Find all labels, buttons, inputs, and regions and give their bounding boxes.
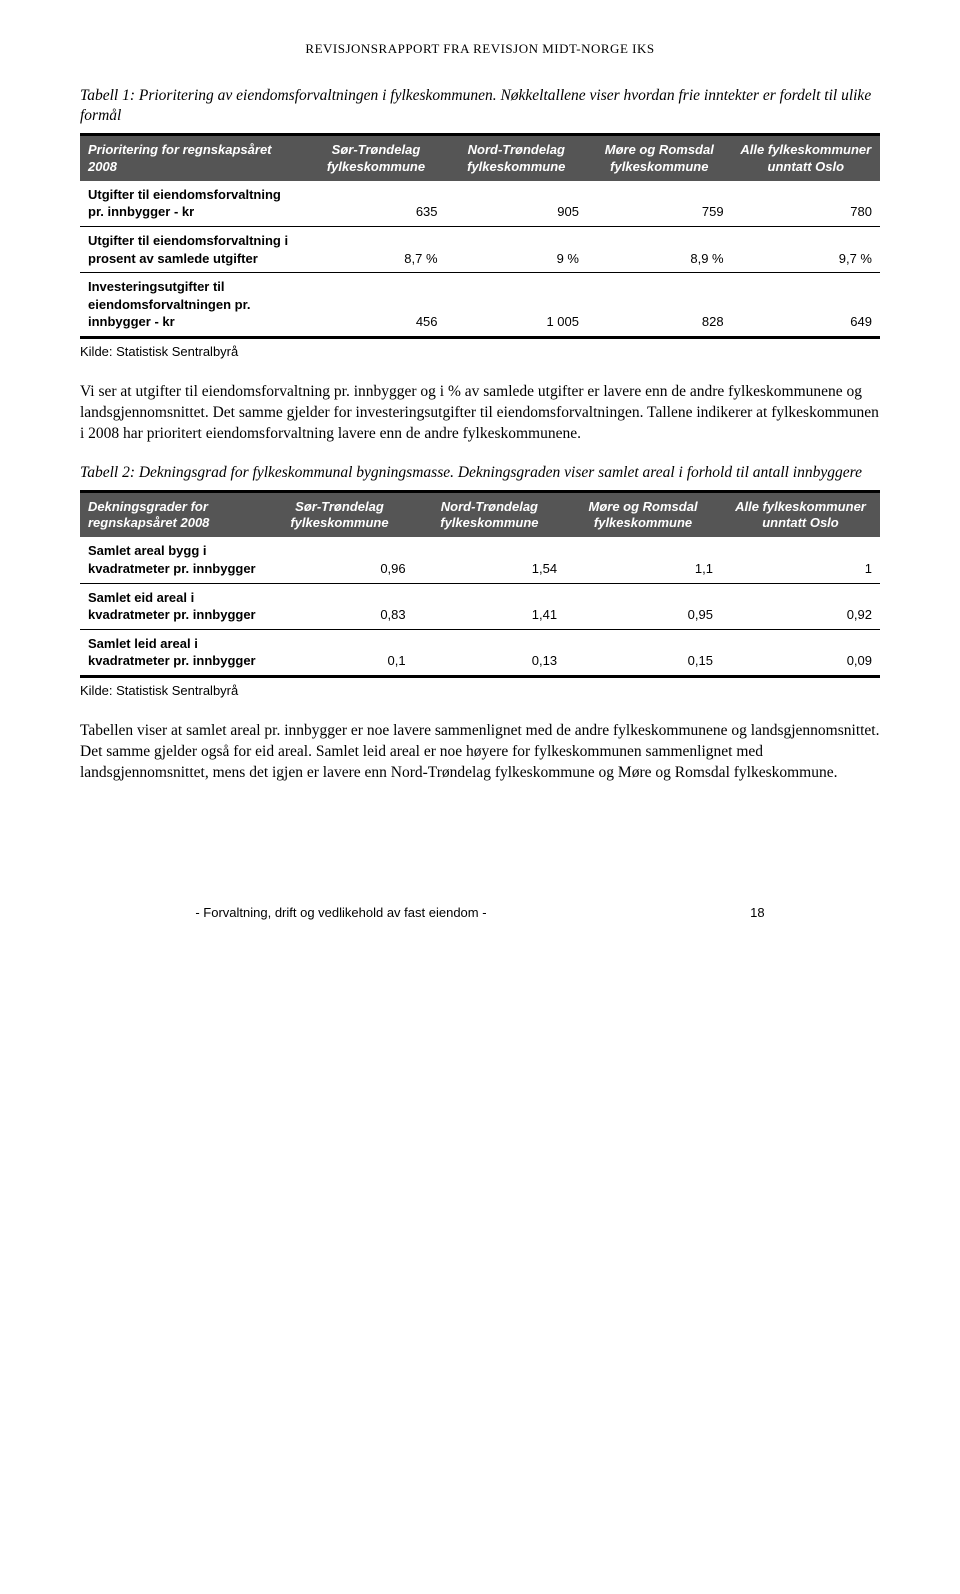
cell: 9 %: [446, 226, 587, 272]
cell: 0,96: [265, 537, 413, 583]
row-label: Investeringsutgifter til eiendomsforvalt…: [80, 273, 306, 338]
table1-col3: Møre og Romsdal fylkeskommune: [587, 135, 732, 181]
table1-caption: Tabell 1: Prioritering av eiendomsforval…: [80, 86, 880, 128]
cell: 0,13: [414, 629, 565, 676]
table2: Dekningsgrader for regnskapsåret 2008 Sø…: [80, 490, 880, 678]
page-footer: - Forvaltning, drift og vedlikehold av f…: [80, 904, 880, 922]
row-label: Samlet leid areal i kvadratmeter pr. inn…: [80, 629, 265, 676]
paragraph-2: Tabellen viser at samlet areal pr. innby…: [80, 721, 880, 784]
row-label: Utgifter til eiendomsforvaltning i prose…: [80, 226, 306, 272]
cell: 828: [587, 273, 732, 338]
table1-source: Kilde: Statistisk Sentralbyrå: [80, 343, 880, 361]
table-row: Samlet eid areal i kvadratmeter pr. innb…: [80, 583, 880, 629]
table1: Prioritering for regnskapsåret 2008 Sør-…: [80, 133, 880, 338]
cell: 0,95: [565, 583, 721, 629]
paragraph-1: Vi ser at utgifter til eiendomsforvaltni…: [80, 382, 880, 445]
cell: 649: [732, 273, 880, 338]
cell: 759: [587, 181, 732, 227]
cell: 0,09: [721, 629, 880, 676]
table2-col0: Dekningsgrader for regnskapsåret 2008: [80, 491, 265, 537]
cell: 8,9 %: [587, 226, 732, 272]
table-row: Samlet leid areal i kvadratmeter pr. inn…: [80, 629, 880, 676]
table2-col2: Nord-Trøndelag fylkeskommune: [414, 491, 565, 537]
cell: 0,83: [265, 583, 413, 629]
report-header: REVISJONSRAPPORT FRA REVISJON MIDT-NORGE…: [80, 40, 880, 58]
cell: 1,1: [565, 537, 721, 583]
cell: 0,1: [265, 629, 413, 676]
cell: 1 005: [446, 273, 587, 338]
table2-col3: Møre og Romsdal fylkeskommune: [565, 491, 721, 537]
table-row: Samlet areal bygg i kvadratmeter pr. inn…: [80, 537, 880, 583]
cell: 0,92: [721, 583, 880, 629]
table-row: Utgifter til eiendomsforvaltning i prose…: [80, 226, 880, 272]
table1-col4: Alle fylkeskommuner unntatt Oslo: [732, 135, 880, 181]
table1-col2: Nord-Trøndelag fylkeskommune: [446, 135, 587, 181]
cell: 780: [732, 181, 880, 227]
cell: 8,7 %: [306, 226, 445, 272]
cell: 1,54: [414, 537, 565, 583]
cell: 9,7 %: [732, 226, 880, 272]
table2-source: Kilde: Statistisk Sentralbyrå: [80, 682, 880, 700]
row-label: Samlet eid areal i kvadratmeter pr. innb…: [80, 583, 265, 629]
cell: 905: [446, 181, 587, 227]
page-number: 18: [750, 904, 764, 922]
table2-col1: Sør-Trøndelag fylkeskommune: [265, 491, 413, 537]
table1-col1: Sør-Trøndelag fylkeskommune: [306, 135, 445, 181]
cell: 1: [721, 537, 880, 583]
table2-col4: Alle fylkeskommuner unntatt Oslo: [721, 491, 880, 537]
row-label: Samlet areal bygg i kvadratmeter pr. inn…: [80, 537, 265, 583]
cell: 456: [306, 273, 445, 338]
table-row: Utgifter til eiendomsforvaltning pr. inn…: [80, 181, 880, 227]
cell: 1,41: [414, 583, 565, 629]
cell: 635: [306, 181, 445, 227]
table1-col0: Prioritering for regnskapsåret 2008: [80, 135, 306, 181]
cell: 0,15: [565, 629, 721, 676]
table2-caption: Tabell 2: Dekningsgrad for fylkeskommuna…: [80, 463, 880, 484]
table-row: Investeringsutgifter til eiendomsforvalt…: [80, 273, 880, 338]
row-label: Utgifter til eiendomsforvaltning pr. inn…: [80, 181, 306, 227]
footer-text: - Forvaltning, drift og vedlikehold av f…: [195, 905, 486, 920]
